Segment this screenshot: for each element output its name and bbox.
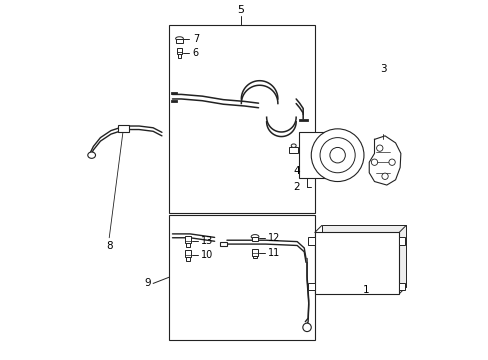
Ellipse shape bbox=[291, 144, 296, 148]
Bar bbox=[176, 39, 183, 43]
Text: 13: 13 bbox=[201, 235, 213, 246]
Circle shape bbox=[376, 145, 382, 151]
Text: 10: 10 bbox=[201, 249, 213, 260]
Text: 8: 8 bbox=[106, 241, 112, 251]
Ellipse shape bbox=[88, 152, 95, 158]
Bar bbox=[289, 147, 297, 153]
Text: 2: 2 bbox=[293, 182, 300, 192]
Ellipse shape bbox=[175, 37, 183, 40]
Bar bbox=[169, 215, 314, 339]
Text: 12: 12 bbox=[267, 233, 280, 243]
Bar bbox=[308, 283, 314, 291]
Bar bbox=[252, 256, 257, 258]
Text: 9: 9 bbox=[144, 278, 151, 288]
Text: 1: 1 bbox=[362, 285, 368, 296]
Text: 4: 4 bbox=[293, 166, 300, 176]
Bar bbox=[118, 125, 129, 132]
Circle shape bbox=[381, 173, 387, 179]
Bar bbox=[186, 257, 190, 261]
Bar bbox=[298, 132, 325, 178]
Bar bbox=[398, 237, 405, 245]
Text: 11: 11 bbox=[267, 248, 279, 258]
Text: 7: 7 bbox=[192, 34, 199, 44]
Circle shape bbox=[329, 148, 345, 163]
Bar bbox=[252, 237, 257, 241]
Circle shape bbox=[311, 129, 363, 181]
Bar bbox=[169, 25, 314, 213]
Ellipse shape bbox=[251, 235, 258, 239]
Bar bbox=[314, 233, 398, 294]
Circle shape bbox=[370, 159, 377, 165]
Bar bbox=[186, 243, 190, 247]
Bar bbox=[308, 237, 314, 245]
Bar bbox=[177, 54, 181, 58]
Bar bbox=[220, 242, 226, 246]
Bar bbox=[176, 48, 182, 54]
Bar bbox=[251, 249, 258, 256]
Circle shape bbox=[302, 323, 311, 332]
Bar bbox=[185, 251, 191, 257]
Circle shape bbox=[388, 159, 394, 165]
Bar bbox=[185, 237, 191, 243]
Text: 6: 6 bbox=[192, 48, 199, 58]
Circle shape bbox=[319, 138, 354, 173]
Text: 5: 5 bbox=[237, 5, 244, 15]
Bar bbox=[321, 225, 406, 287]
Bar bbox=[398, 283, 405, 291]
Text: 3: 3 bbox=[379, 64, 386, 74]
